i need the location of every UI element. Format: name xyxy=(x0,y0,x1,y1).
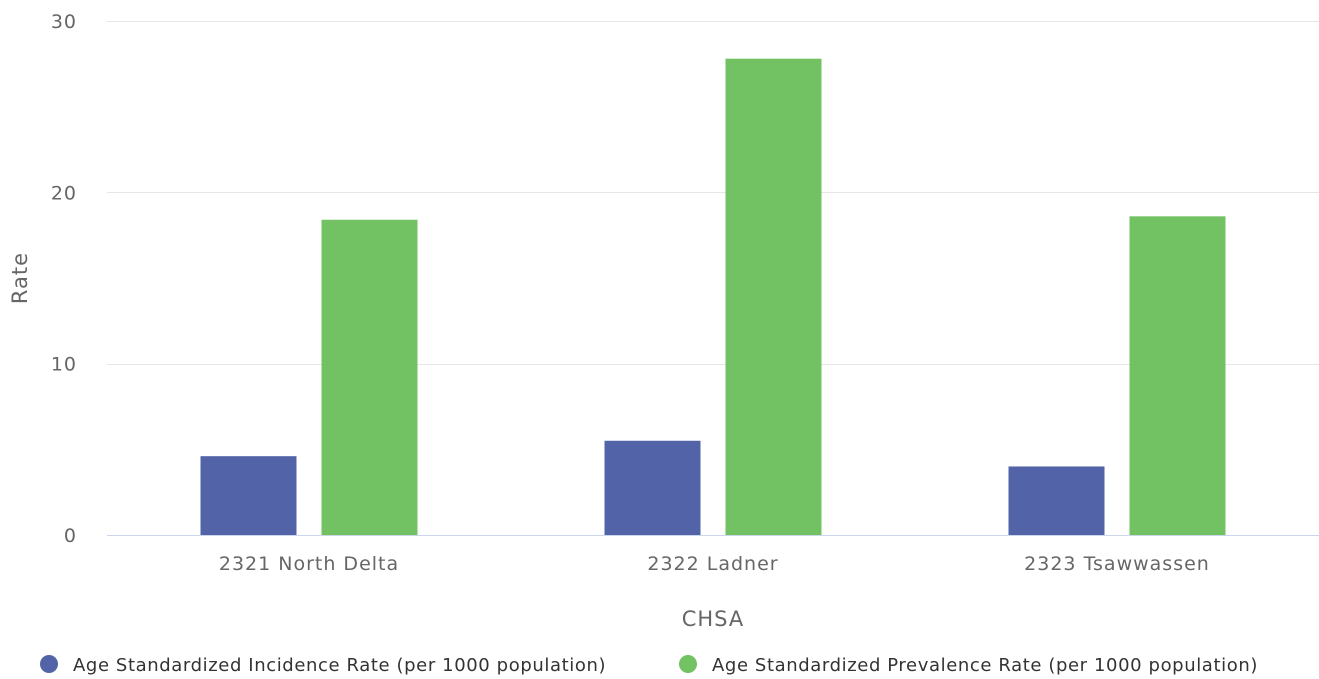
bar-incidence-3[interactable] xyxy=(1008,466,1105,535)
legend-item-incidence[interactable]: Age Standardized Incidence Rate (per 100… xyxy=(40,655,606,676)
gridlines xyxy=(107,21,1319,536)
x-axis-ticks: 2321 North Delta 2322 Ladner 2323 Tsawwass… xyxy=(219,553,1210,575)
x-axis-title: CHSA xyxy=(682,607,745,631)
x-tick-label: 2323 Tsawwassen xyxy=(1024,553,1210,575)
y-tick-label: 0 xyxy=(64,525,77,547)
y-tick-label: 10 xyxy=(51,354,77,376)
y-axis-title: Rate xyxy=(8,252,32,304)
bar-incidence-2[interactable] xyxy=(604,440,701,535)
legend-label: Age Standardized Incidence Rate (per 100… xyxy=(73,655,606,676)
bars xyxy=(200,58,1226,536)
bar-prevalence-3[interactable] xyxy=(1129,216,1226,535)
legend-label: Age Standardized Prevalence Rate (per 10… xyxy=(712,655,1258,676)
bar-prevalence-2[interactable] xyxy=(725,58,822,536)
y-tick-label: 30 xyxy=(51,11,77,33)
x-tick-label: 2321 North Delta xyxy=(219,553,399,575)
y-axis-ticks: 0 10 20 30 xyxy=(51,11,77,547)
legend-marker-icon xyxy=(40,655,58,673)
legend-marker-icon xyxy=(679,655,697,673)
y-tick-label: 20 xyxy=(51,182,77,204)
bar-prevalence-1[interactable] xyxy=(321,219,418,535)
legend: Age Standardized Incidence Rate (per 100… xyxy=(40,655,1258,676)
legend-item-prevalence[interactable]: Age Standardized Prevalence Rate (per 10… xyxy=(679,655,1258,676)
bar-incidence-1[interactable] xyxy=(200,456,297,535)
x-tick-label: 2322 Ladner xyxy=(647,553,778,575)
